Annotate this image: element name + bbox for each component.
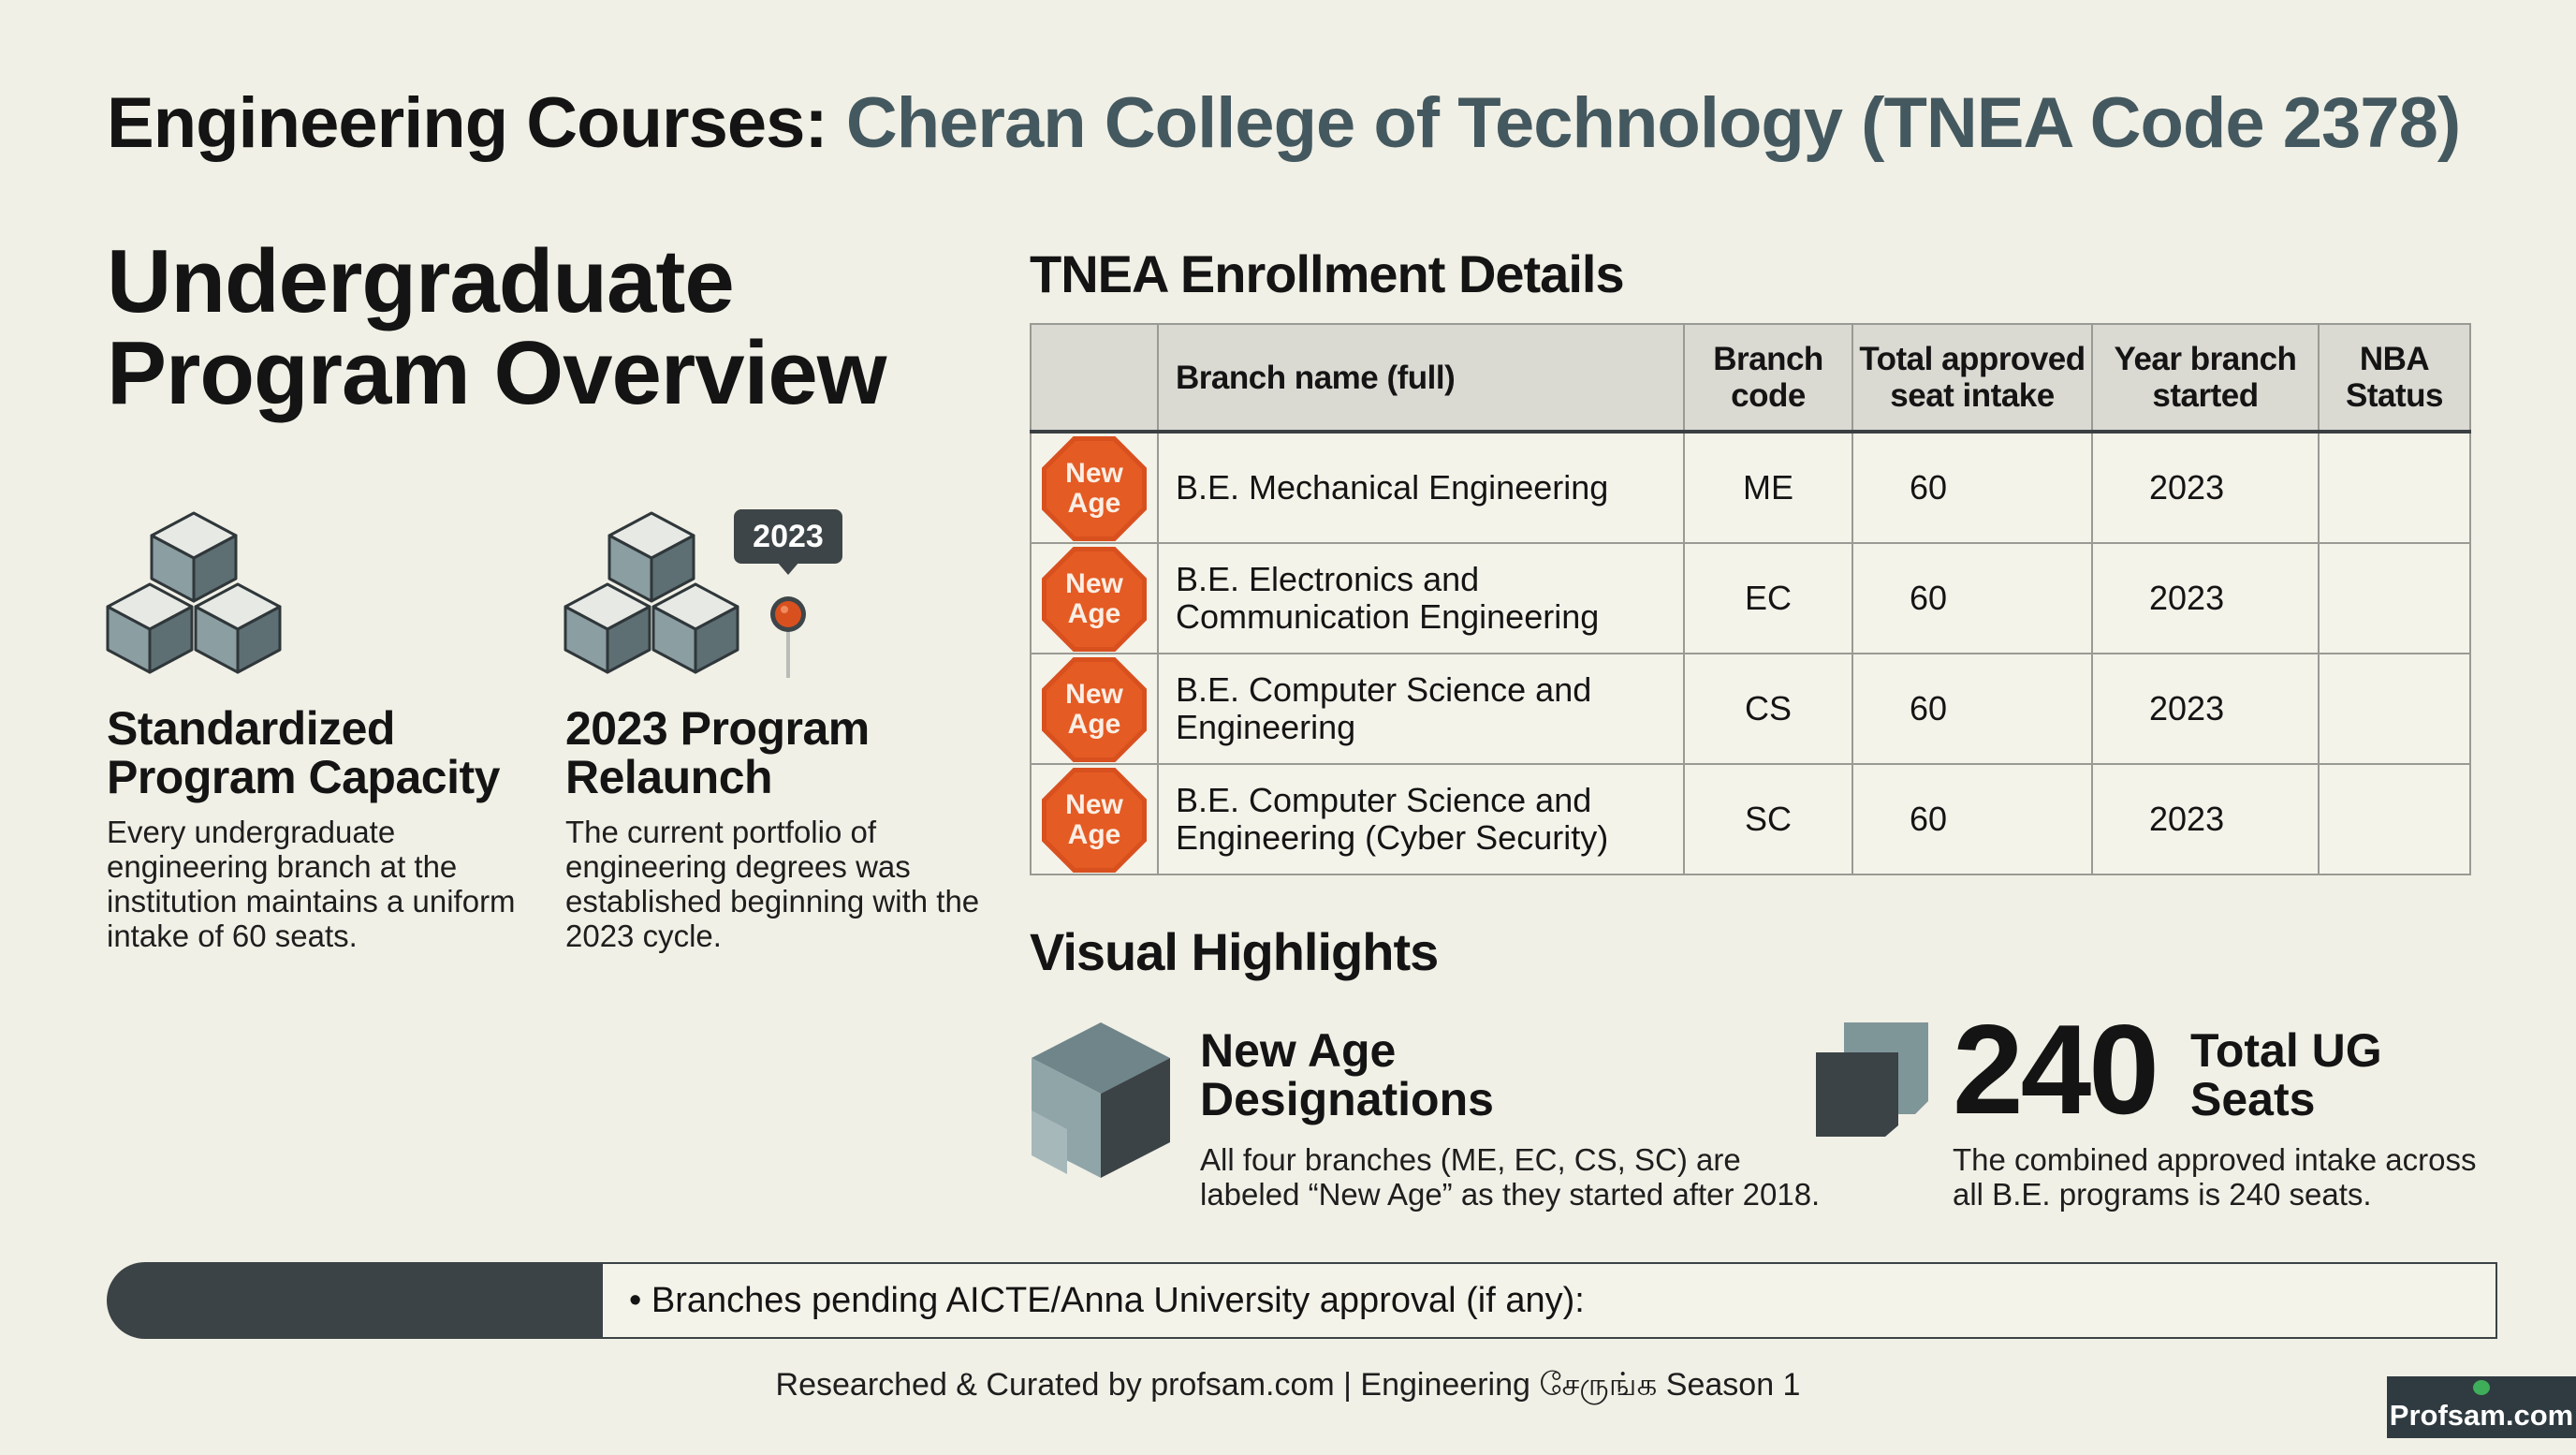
year-started: 2023	[2091, 431, 2320, 544]
table-row: New Age B.E. Computer Science and Engineer…	[1030, 763, 2471, 875]
feature-relaunch-title: 2023 Program Relaunch	[565, 702, 870, 803]
enrollment-heading: TNEA Enrollment Details	[1030, 244, 1625, 303]
total-seats-body: The combined approved intake across all …	[1953, 1142, 2477, 1212]
stacked-squares-icon	[1816, 1022, 1928, 1137]
total-seats-label: Total UG Seats	[2190, 1024, 2382, 1125]
logo-mark-icon	[2473, 1380, 2490, 1395]
folded-cube-icon	[1032, 1022, 1170, 1178]
new-age-badge: New Age	[1030, 763, 1159, 875]
table-row: New Age B.E. Mechanical Engineering ME 60…	[1030, 431, 2471, 544]
col-branch-code: Branch code	[1683, 323, 1853, 434]
new-age-badge: New Age	[1030, 653, 1159, 765]
nba-status	[2318, 542, 2471, 654]
branch-code: ME	[1683, 431, 1853, 544]
title-prefix: Engineering Courses:	[107, 83, 828, 163]
feature-capacity-body: Every undergraduate engineering branch a…	[107, 815, 516, 953]
new-age-badge: New Age	[1030, 542, 1159, 654]
feature-relaunch-body: The current portfolio of engineering deg…	[565, 815, 980, 953]
new-age-title: New Age Designations	[1200, 1024, 1494, 1125]
seat-intake: 60	[1852, 653, 2093, 765]
overview-heading: Undergraduate Program Overview	[107, 236, 886, 419]
map-pin-icon	[770, 562, 806, 678]
branch-name: B.E. Electronics and Communication Engine…	[1157, 542, 1685, 654]
branch-code: SC	[1683, 763, 1853, 875]
branch-name: B.E. Computer Science and Engineering (Cy…	[1157, 763, 1685, 875]
highlights-heading: Visual Highlights	[1030, 922, 1439, 981]
year-started: 2023	[2091, 653, 2320, 765]
nba-status	[2318, 431, 2471, 544]
profsam-logo: Profsam.com	[2387, 1376, 2576, 1438]
new-age-body: All four branches (ME, EC, CS, SC) are l…	[1200, 1142, 1821, 1212]
branch-code: CS	[1683, 653, 1853, 765]
seat-intake: 60	[1852, 763, 2093, 875]
feature-capacity-title: Standardized Program Capacity	[107, 702, 500, 803]
new-age-highlight: New Age Designations All four branches (…	[1200, 1026, 1874, 1212]
pending-bar-accent	[107, 1262, 603, 1339]
table-header-row: Branch name (full) Branch code Total appr…	[1030, 323, 2471, 434]
year-started: 2023	[2091, 763, 2320, 875]
col-nba-status: NBA Status	[2318, 323, 2471, 434]
col-year-started: Year branch started	[2091, 323, 2320, 434]
branch-name: B.E. Computer Science and Engineering	[1157, 653, 1685, 765]
cubes-pin-icon	[564, 511, 739, 674]
col-badge	[1030, 323, 1159, 434]
overview-heading-line2: Program Overview	[107, 323, 886, 423]
footer-credit: Researched & Curated by profsam.com | En…	[775, 1367, 1801, 1403]
seat-intake: 60	[1852, 431, 2093, 544]
total-seats-value: 240	[1953, 998, 2159, 1140]
branch-code: EC	[1683, 542, 1853, 654]
nba-status	[2318, 653, 2471, 765]
title-accent: Cheran College of Technology (TNEA Code …	[845, 83, 2461, 163]
table-row: New Age B.E. Electronics and Communication…	[1030, 542, 2471, 654]
pending-approval-text: • Branches pending AICTE/Anna University…	[601, 1262, 2497, 1339]
overview-heading-line1: Undergraduate	[107, 231, 735, 331]
cubes-icon	[106, 511, 282, 674]
new-age-badge: New Age	[1030, 431, 1159, 544]
year-pin-tag: 2023	[734, 509, 842, 564]
branch-name: B.E. Mechanical Engineering	[1157, 431, 1685, 544]
pending-approval-bar: • Branches pending AICTE/Anna University…	[107, 1262, 2497, 1339]
feature-capacity: Standardized Program Capacity Every unde…	[107, 704, 537, 953]
feature-relaunch: 2023 Program Relaunch The current portfo…	[565, 704, 1015, 953]
table-row: New Age B.E. Computer Science and Engineer…	[1030, 653, 2471, 765]
col-seat-intake: Total approved seat intake	[1852, 323, 2093, 434]
nba-status	[2318, 763, 2471, 875]
seat-intake: 60	[1852, 542, 2093, 654]
enrollment-table: Branch name (full) Branch code Total appr…	[1030, 323, 2471, 875]
page-title: Engineering Courses: Cheran College of T…	[107, 82, 2461, 164]
col-branch-name: Branch name (full)	[1157, 323, 1685, 434]
year-started: 2023	[2091, 542, 2320, 654]
